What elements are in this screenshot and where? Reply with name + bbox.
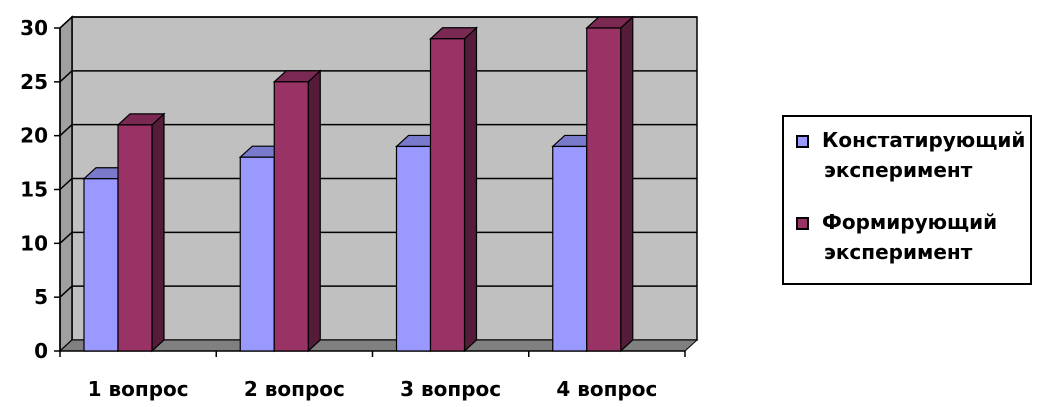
bar bbox=[429, 38, 466, 352]
legend-label-constating: Констатирующий эксперимент bbox=[822, 125, 1025, 185]
gridline bbox=[59, 70, 697, 83]
gridline bbox=[59, 231, 697, 244]
legend-label-line1: Формирующий bbox=[822, 210, 998, 234]
legend-swatch-forming bbox=[796, 217, 809, 230]
bar bbox=[395, 145, 432, 352]
legend-label-line1: Констатирующий bbox=[822, 128, 1026, 152]
chart-legend: Констатирующий эксперимент Формирующий э… bbox=[782, 115, 1032, 285]
x-tick-label: 2 вопрос bbox=[244, 377, 345, 401]
gridline bbox=[59, 123, 697, 137]
y-tick-label: 25 bbox=[20, 70, 48, 94]
y-tick-label: 10 bbox=[20, 231, 48, 255]
y-tick-label: 20 bbox=[20, 124, 48, 148]
legend-swatch-constating bbox=[796, 135, 809, 148]
legend-label-line2: эксперимент bbox=[824, 158, 973, 182]
bar bbox=[586, 27, 622, 352]
bar-side bbox=[151, 112, 165, 353]
bar-side bbox=[463, 26, 478, 353]
gridline bbox=[59, 16, 697, 29]
bar bbox=[117, 124, 153, 352]
bar bbox=[83, 178, 119, 352]
y-tick-label: 30 bbox=[20, 16, 48, 40]
x-tick-label: 3 вопрос bbox=[400, 377, 501, 401]
y-tick-label: 5 bbox=[34, 285, 48, 309]
bar-side bbox=[620, 15, 634, 353]
y-tick-label: 15 bbox=[20, 178, 48, 202]
bar-side bbox=[307, 69, 321, 353]
x-tick-label: 1 вопрос bbox=[88, 377, 189, 401]
bar bbox=[552, 145, 588, 352]
bar bbox=[273, 81, 309, 352]
gridline bbox=[59, 285, 697, 298]
bar bbox=[239, 156, 275, 352]
legend-label-line2: эксперимент bbox=[824, 240, 973, 264]
y-tick-label: 0 bbox=[34, 339, 48, 363]
x-tick-label: 4 вопрос bbox=[556, 377, 657, 401]
gridline bbox=[59, 177, 697, 191]
legend-label-forming: Формирующий эксперимент bbox=[822, 207, 997, 267]
